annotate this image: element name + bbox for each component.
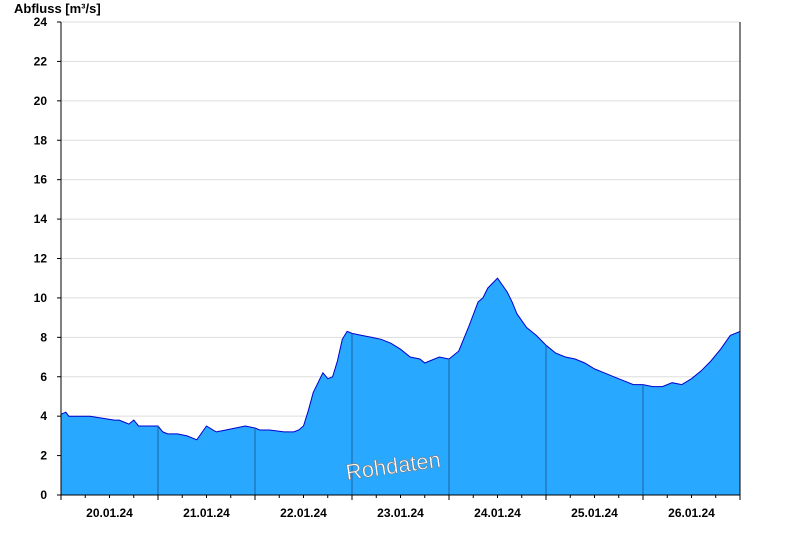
y-tick-label: 18	[34, 133, 48, 147]
y-tick-label: 16	[34, 173, 48, 187]
y-tick-label: 12	[34, 252, 48, 266]
y-tick-label: 22	[34, 54, 48, 68]
day-dividers	[157, 333, 644, 495]
y-tick-label: 0	[40, 488, 47, 502]
x-tick-label: 24.01.24	[474, 506, 521, 520]
y-tick-label: 10	[34, 291, 48, 305]
series-area	[60, 277, 741, 495]
y-tick-label: 6	[40, 370, 47, 384]
x-tick-label: 22.01.24	[280, 506, 327, 520]
x-tick-label: 23.01.24	[377, 506, 424, 520]
y-tick-label: 24	[34, 15, 48, 29]
gridlines	[61, 21, 740, 457]
x-tick-label: 20.01.24	[86, 506, 133, 520]
x-tick-label: 25.01.24	[571, 506, 618, 520]
y-axis-label: Abfluss [m³/s]	[14, 1, 101, 16]
y-tick-label: 4	[40, 409, 47, 423]
x-tick-label: 26.01.24	[668, 506, 715, 520]
x-ticks: 20.01.24 21.01.24 22.01.24 23.01.24 24.01.24…	[60, 495, 741, 520]
y-tick-label: 14	[34, 212, 48, 226]
discharge-line	[60, 277, 741, 441]
y-tick-label: 2	[40, 449, 47, 463]
x-tick-label: 21.01.24	[183, 506, 230, 520]
y-tick-label: 8	[40, 330, 47, 344]
y-tick-label: 20	[34, 94, 48, 108]
discharge-area	[61, 278, 740, 495]
